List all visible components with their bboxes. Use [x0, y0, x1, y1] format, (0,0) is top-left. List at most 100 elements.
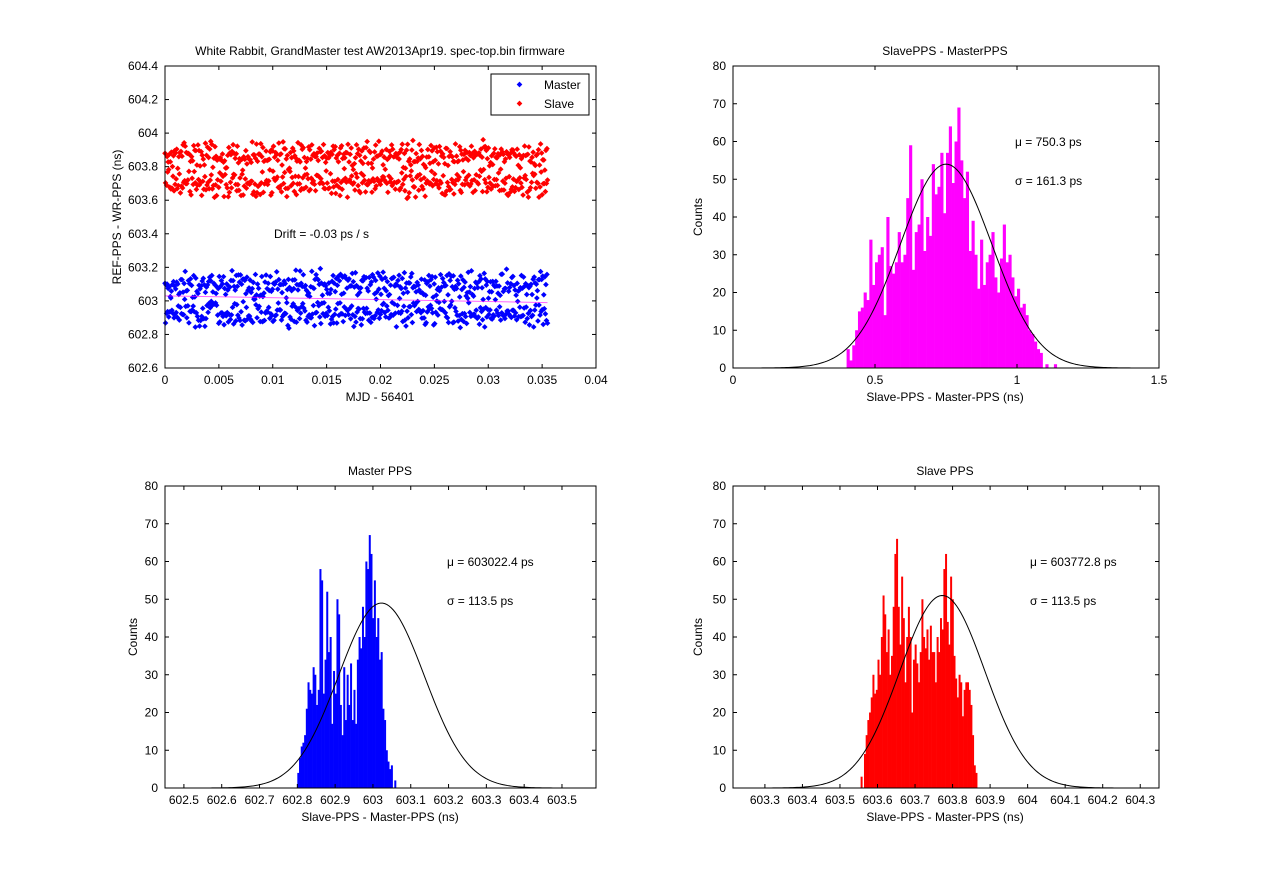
histogram-bar	[1002, 224, 1006, 368]
data-point-slave	[458, 189, 465, 196]
histogram-bar	[319, 569, 322, 788]
data-point-master	[357, 285, 364, 291]
histogram-bar	[940, 152, 944, 368]
histogram-bar	[912, 659, 915, 788]
histogram-bar	[943, 213, 947, 368]
data-point-slave	[257, 140, 264, 147]
data-point-slave	[303, 184, 309, 191]
data-point-master	[544, 271, 550, 278]
x-tick-label: 603.6	[862, 793, 892, 807]
data-point-master	[258, 273, 265, 280]
data-point-master	[239, 322, 245, 328]
data-point-master	[168, 288, 175, 294]
histogram-bar	[297, 772, 300, 788]
histogram-bar	[1031, 334, 1035, 368]
data-point-master	[475, 314, 482, 320]
data-point-master	[229, 267, 235, 274]
data-point-slave	[480, 166, 487, 173]
y-tick-label: 10	[713, 743, 727, 757]
data-point-slave	[522, 172, 528, 179]
y-axis-label: Counts	[691, 618, 705, 656]
data-point-master	[442, 309, 449, 316]
data-point-master	[165, 314, 172, 320]
data-point-master	[450, 272, 457, 279]
data-point-slave	[231, 172, 238, 178]
histogram-bar	[1005, 262, 1009, 368]
data-point-slave	[236, 187, 242, 194]
data-point-slave	[206, 185, 212, 192]
data-point-master	[334, 282, 341, 289]
data-point-master	[286, 325, 292, 331]
data-point-master	[356, 289, 363, 296]
data-point-master	[517, 304, 523, 311]
histogram-bar	[882, 595, 885, 788]
data-point-slave	[364, 138, 370, 145]
histogram-bar	[1039, 352, 1043, 368]
histogram-bar	[945, 553, 948, 788]
data-point-master	[233, 301, 240, 308]
histogram-bar	[385, 750, 388, 788]
data-point-master	[363, 274, 369, 281]
data-point-slave	[428, 168, 435, 175]
data-point-slave	[279, 174, 286, 180]
data-point-slave	[389, 146, 396, 153]
data-point-master	[263, 272, 269, 278]
data-point-slave	[419, 153, 426, 160]
data-point-slave	[447, 148, 453, 155]
x-tick-label: 602.5	[169, 793, 199, 807]
data-point-master	[240, 298, 247, 305]
histogram-bar	[946, 152, 950, 368]
data-point-master	[227, 284, 233, 290]
data-point-master	[487, 307, 493, 313]
histogram-bar	[886, 217, 890, 368]
data-point-master	[290, 285, 297, 292]
y-tick-label: 80	[145, 479, 159, 493]
data-point-slave	[208, 172, 215, 178]
data-point-slave	[234, 143, 241, 150]
data-point-master	[181, 280, 187, 287]
data-point-master	[457, 324, 464, 331]
x-tick-label: 602.6	[207, 793, 237, 807]
data-point-slave	[266, 156, 273, 163]
histogram-bar	[929, 625, 932, 788]
data-point-master	[190, 303, 197, 309]
data-point-slave	[278, 151, 284, 157]
x-tick-label: 1.5	[1151, 373, 1168, 387]
data-point-slave	[449, 153, 456, 160]
data-point-master	[277, 307, 284, 313]
data-point-slave	[422, 164, 429, 171]
data-point-master	[503, 266, 510, 272]
y-tick-label: 0	[151, 781, 158, 795]
histogram-bar	[970, 704, 973, 788]
data-point-slave	[452, 141, 459, 147]
data-point-master	[265, 304, 272, 311]
histogram-bar	[348, 704, 351, 788]
data-point-slave	[468, 143, 475, 150]
histogram-bar	[375, 637, 378, 788]
data-point-master	[395, 277, 401, 284]
data-point-slave	[347, 151, 353, 158]
histogram-bar	[846, 349, 850, 368]
data-point-master	[400, 290, 407, 297]
data-point-master	[321, 299, 327, 306]
x-tick-label: 603.4	[787, 793, 817, 807]
data-point-slave	[249, 139, 256, 145]
data-point-master	[462, 279, 468, 285]
data-point-slave	[484, 188, 490, 195]
drift-trend-line	[164, 295, 548, 304]
data-point-slave	[293, 191, 300, 198]
data-point-slave	[357, 189, 364, 196]
histogram-bar	[355, 723, 358, 788]
data-point-slave	[270, 143, 277, 150]
histogram-bar	[960, 160, 964, 368]
data-point-master	[291, 277, 298, 283]
data-point-master	[256, 303, 262, 310]
sigma-annotation: σ = 161.3 ps	[1015, 174, 1082, 188]
data-point-master	[249, 285, 256, 292]
data-point-slave	[428, 142, 434, 149]
data-point-slave	[354, 174, 360, 181]
histogram-bar	[387, 761, 390, 788]
data-point-slave	[346, 159, 352, 165]
data-point-master	[540, 291, 547, 298]
histogram-bar	[860, 776, 863, 788]
